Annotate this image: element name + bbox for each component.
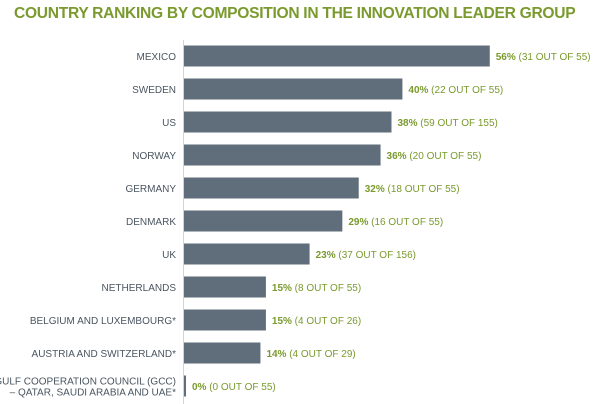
category-label: BELGIUM AND LUXEMBOURG* — [30, 316, 176, 327]
percent-label: 56% — [496, 52, 516, 63]
count-label: (16 OUT OF 55) — [368, 217, 443, 228]
bar — [184, 210, 343, 232]
category-label: DENMARK — [126, 217, 176, 228]
value-label: 32% (18 OUT OF 55) — [365, 184, 460, 195]
percent-label: 36% — [387, 151, 407, 162]
count-label: (37 OUT OF 156) — [336, 250, 416, 261]
percent-label: 32% — [365, 184, 385, 195]
count-label: (31 OUT OF 55) — [516, 52, 591, 63]
bar — [184, 276, 266, 298]
value-label: 14% (4 OUT OF 29) — [266, 349, 355, 360]
percent-label: 0% — [192, 382, 207, 393]
bar — [184, 309, 266, 331]
value-label: 38% (59 OUT OF 155) — [397, 118, 497, 129]
percent-label: 14% — [266, 349, 286, 360]
value-label: 23% (37 OUT OF 156) — [316, 250, 416, 261]
bar — [184, 144, 381, 166]
category-label: – QATAR, SAUDI ARABIA AND UAE* — [10, 388, 176, 399]
value-label: 15% (4 OUT OF 26) — [272, 316, 361, 327]
count-label: (20 OUT OF 55) — [407, 151, 482, 162]
category-label: UK — [162, 250, 176, 261]
category-label: US — [162, 118, 176, 129]
percent-label: 15% — [272, 316, 292, 327]
value-label: 0% (0 OUT OF 55) — [192, 382, 276, 393]
count-label: (18 OUT OF 55) — [385, 184, 460, 195]
category-label: SWEDEN — [132, 85, 176, 96]
count-label: (59 OUT OF 155) — [417, 118, 497, 129]
bar — [184, 177, 359, 199]
bar — [184, 45, 490, 67]
category-label: NETHERLANDS — [102, 283, 177, 294]
percent-label: 38% — [397, 118, 417, 129]
count-label: (22 OUT OF 55) — [428, 85, 503, 96]
category-label: GERMANY — [125, 184, 176, 195]
count-label: (0 OUT OF 55) — [206, 382, 275, 393]
bar — [184, 111, 392, 133]
value-label: 15% (8 OUT OF 55) — [272, 283, 361, 294]
category-label: MEXICO — [137, 52, 177, 63]
percent-label: 15% — [272, 283, 292, 294]
percent-label: 40% — [408, 85, 428, 96]
category-label: AUSTRIA AND SWITZERLAND* — [32, 349, 177, 360]
value-label: 56% (31 OUT OF 55) — [496, 52, 591, 63]
value-label: 36% (20 OUT OF 55) — [387, 151, 482, 162]
count-label: (4 OUT OF 26) — [292, 316, 361, 327]
count-label: (4 OUT OF 29) — [286, 349, 355, 360]
category-label: GULF COOPERATION COUNCIL (GCC) — [0, 377, 176, 388]
bar — [184, 243, 310, 265]
bar — [184, 78, 403, 100]
category-label: NORWAY — [132, 151, 176, 162]
percent-label: 29% — [348, 217, 368, 228]
value-label: 40% (22 OUT OF 55) — [408, 85, 503, 96]
count-label: (8 OUT OF 55) — [292, 283, 361, 294]
bar — [184, 342, 261, 364]
chart-title: COUNTRY RANKING BY COMPOSITION IN THE IN… — [14, 5, 576, 22]
percent-label: 23% — [316, 250, 336, 261]
bar — [184, 375, 186, 397]
value-label: 29% (16 OUT OF 55) — [348, 217, 443, 228]
